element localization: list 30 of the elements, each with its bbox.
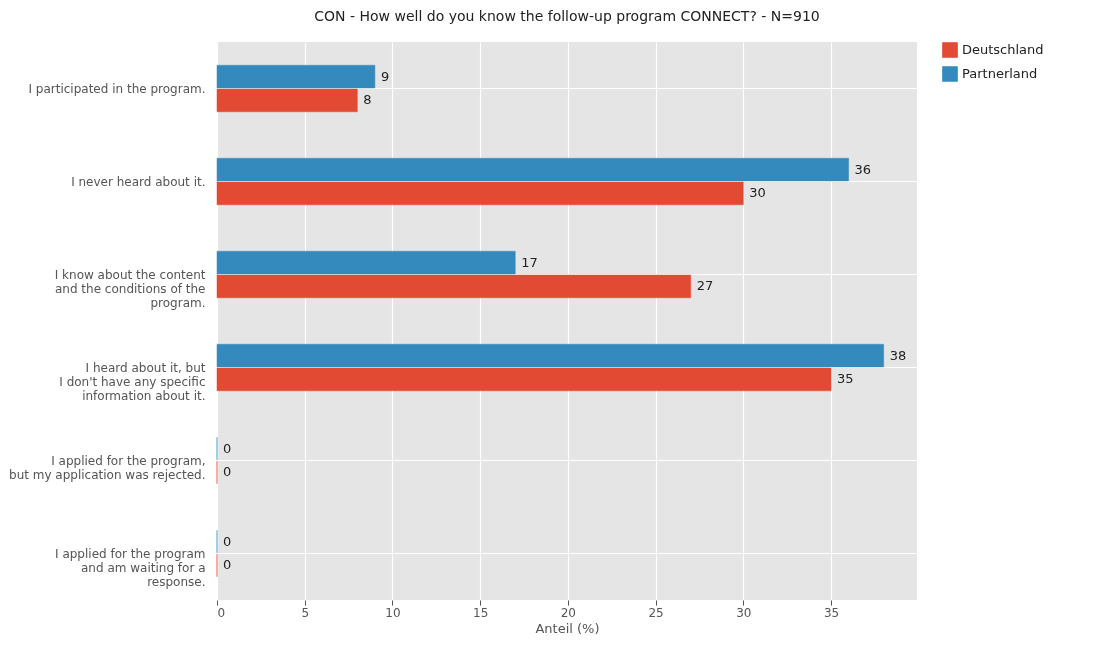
x-tick-label: 30 (736, 605, 752, 620)
x-tick-label: 25 (648, 605, 664, 620)
data-label: 9 (380, 68, 390, 84)
x-tick-label: 10 (385, 605, 401, 620)
x-tick-label: 5 (301, 605, 310, 620)
y-tick-label: I heard about it, but I don't have any specific information about it. (59, 360, 206, 403)
data-label: 0 (223, 533, 232, 549)
legend-label: Deutschland (962, 42, 1044, 57)
chart-title: CON - How well do you know the follow-up program CONNECT? - N=910 (314, 8, 820, 24)
legend-label: Partnerland (962, 66, 1038, 81)
data-label: 0 (223, 440, 232, 456)
data-label: 38 (889, 347, 907, 363)
y-tick-label: I applied for the program and am waiting for a response. (55, 546, 206, 589)
x-tick-label: 0 (217, 605, 226, 620)
data-label: 27 (696, 278, 714, 294)
data-label: 17 (521, 254, 538, 270)
y-tick-label: I never heard about it. (71, 174, 206, 189)
data-label: 0 (223, 464, 232, 480)
data-label: 30 (749, 185, 766, 201)
data-label: 0 (223, 557, 232, 573)
data-label: 36 (854, 161, 872, 177)
x-tick-label: 35 (823, 605, 840, 620)
y-tick-label: I applied for the program, but my application was rejected. (9, 453, 206, 482)
y-tick-label: I know about the content and the conditions of the program. (54, 267, 206, 310)
x-tick-label: 20 (560, 605, 577, 620)
x-tick-label: 15 (473, 605, 489, 620)
data-label: 8 (363, 92, 372, 108)
data-label: 35 (837, 371, 854, 387)
x-axis-title: Anteil (%) (535, 620, 600, 636)
y-tick-label: I participated in the program. (28, 81, 206, 96)
